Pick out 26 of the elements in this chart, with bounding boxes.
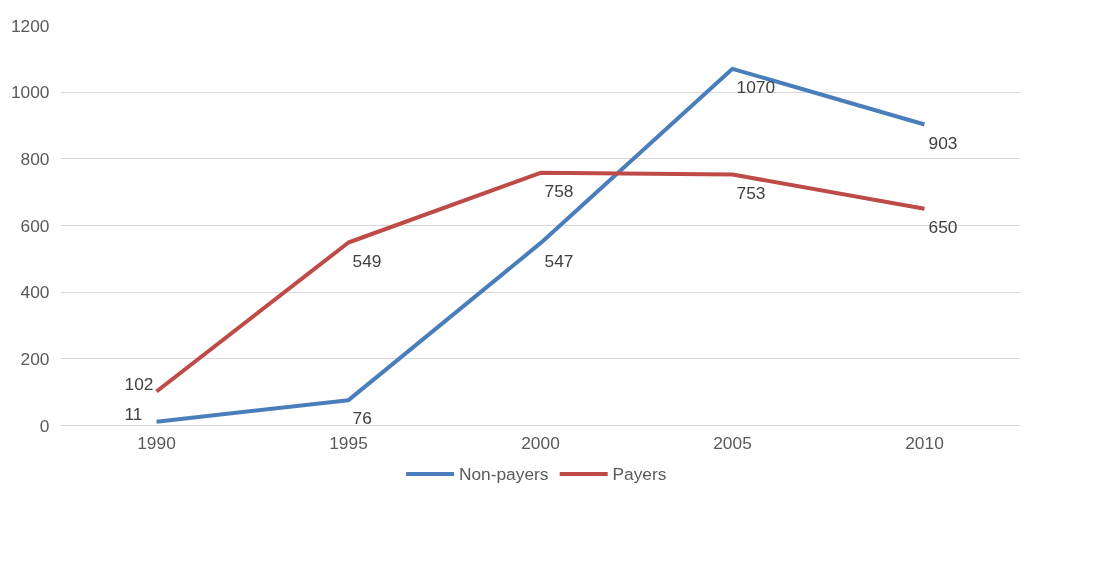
- line-series: [154, 170, 927, 394]
- data-label: 1070: [736, 76, 776, 97]
- x-tick-label: 2010: [905, 432, 944, 453]
- y-tick-label: 200: [20, 348, 50, 369]
- y-tick-label: 400: [20, 282, 50, 303]
- data-label: 753: [736, 182, 766, 203]
- data-label: 758: [544, 180, 574, 201]
- line-series: [154, 66, 927, 424]
- y-tick-label: 600: [20, 215, 50, 236]
- y-tick-label: 1000: [10, 82, 50, 103]
- data-label: 549: [352, 250, 382, 271]
- data-label: 650: [928, 216, 958, 237]
- x-tick-label: 1995: [329, 432, 368, 453]
- y-tick-label: 0: [39, 415, 50, 436]
- x-tick-label: 2005: [713, 432, 752, 453]
- data-label: 102: [124, 373, 154, 394]
- y-tick-label: 800: [20, 148, 50, 169]
- data-label: 903: [928, 132, 958, 153]
- data-label: 547: [544, 251, 574, 272]
- legend-label: Payers: [612, 464, 667, 484]
- y-tick-label: 1200: [10, 15, 50, 36]
- x-tick-label: 2000: [521, 432, 560, 453]
- legend-label: Non-payers: [458, 464, 549, 484]
- x-tick-label: 1990: [137, 432, 176, 453]
- data-label: 76: [352, 408, 372, 429]
- data-label: 11: [124, 403, 143, 424]
